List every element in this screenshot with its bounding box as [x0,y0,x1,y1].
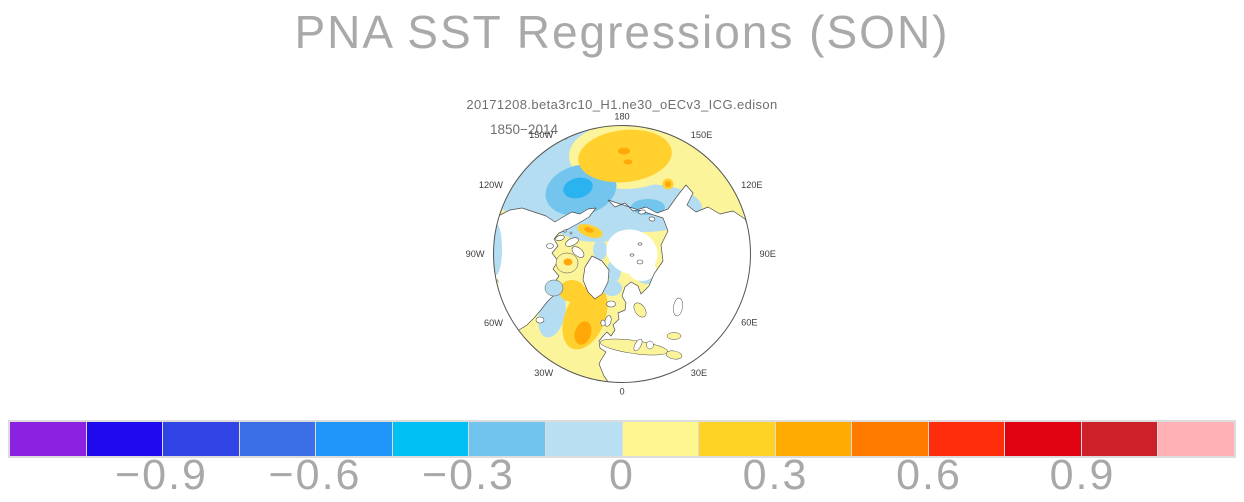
colorbar-cell [392,422,469,456]
colorbar-tick-label: 0 [609,451,635,499]
colorbar-ticks: −0.9 −0.6 −0.3 0 0.3 0.6 0.9 [8,451,1236,501]
colorbar [8,420,1236,458]
colorbar-tick-label: −0.3 [422,451,515,499]
colorbar-tick-label: −0.9 [115,451,208,499]
longitude-label: 120E [741,180,762,190]
longitude-label: 30W [534,368,553,378]
islands [493,133,656,327]
polar-map-svg: 180 150E 120E 90E 60E 30E 0 30W 60W 90W 120W 150W [466,112,776,397]
longitude-label: 60E [741,318,757,328]
longitude-labels: 180 150E 120E 90E 60E 30E 0 30W 60W 90W 120W 150W [466,112,776,397]
longitude-label: 150E [691,130,712,140]
colorbar-cell [239,422,316,456]
longitude-label: 90W [466,249,485,259]
colorbar-tick-label: −0.6 [268,451,362,499]
colorbar-tick-label: 0.3 [742,451,809,499]
colorbar-cell [1158,422,1234,456]
period-label: 1850−2014 [490,122,558,137]
atlantic-positive-blob [538,280,622,350]
longitude-label: 150W [529,130,553,140]
longitude-label: 60W [484,318,503,328]
colorbar-cell [622,422,699,456]
colorbar-cell [699,422,775,456]
longitude-label: 0 [619,387,624,397]
colorbar-cell [1005,422,1081,456]
colorbar-tick-label: 0.6 [896,451,962,499]
longitude-label: 120W [479,180,503,190]
colorbar-cell [1081,422,1158,456]
colorbar-cell [86,422,163,456]
longitude-label: 180 [614,112,629,122]
longitude-label: 30E [691,368,707,378]
colorbar-cell [469,422,545,456]
colorbar-tick-label: 0.9 [1049,451,1116,499]
colorbar-cell [10,422,86,456]
colorbar-cell [775,422,852,456]
colorbar-cell [852,422,928,456]
land-eurasia [598,184,751,383]
dataset-label: 20171208.beta3rc10_H1.ne30_oECv3_ICG.edi… [466,97,778,112]
colorbar-cell [163,422,239,456]
longitude-label: 90E [760,249,776,259]
arctic-mask [606,229,658,281]
chart-title: PNA SST Regressions (SON) [294,6,950,58]
globe-outline [493,125,751,383]
polar-map: 180 150E 120E 90E 60E 30E 0 30W 60W 90W 120W 150W [466,112,776,397]
land-north-america [493,207,597,339]
pacific-positive-blob [578,129,674,190]
land-greenland [582,255,610,300]
colorbar-cell [316,422,392,456]
colorbar-cell [545,422,622,456]
colorbar-cell [928,422,1005,456]
